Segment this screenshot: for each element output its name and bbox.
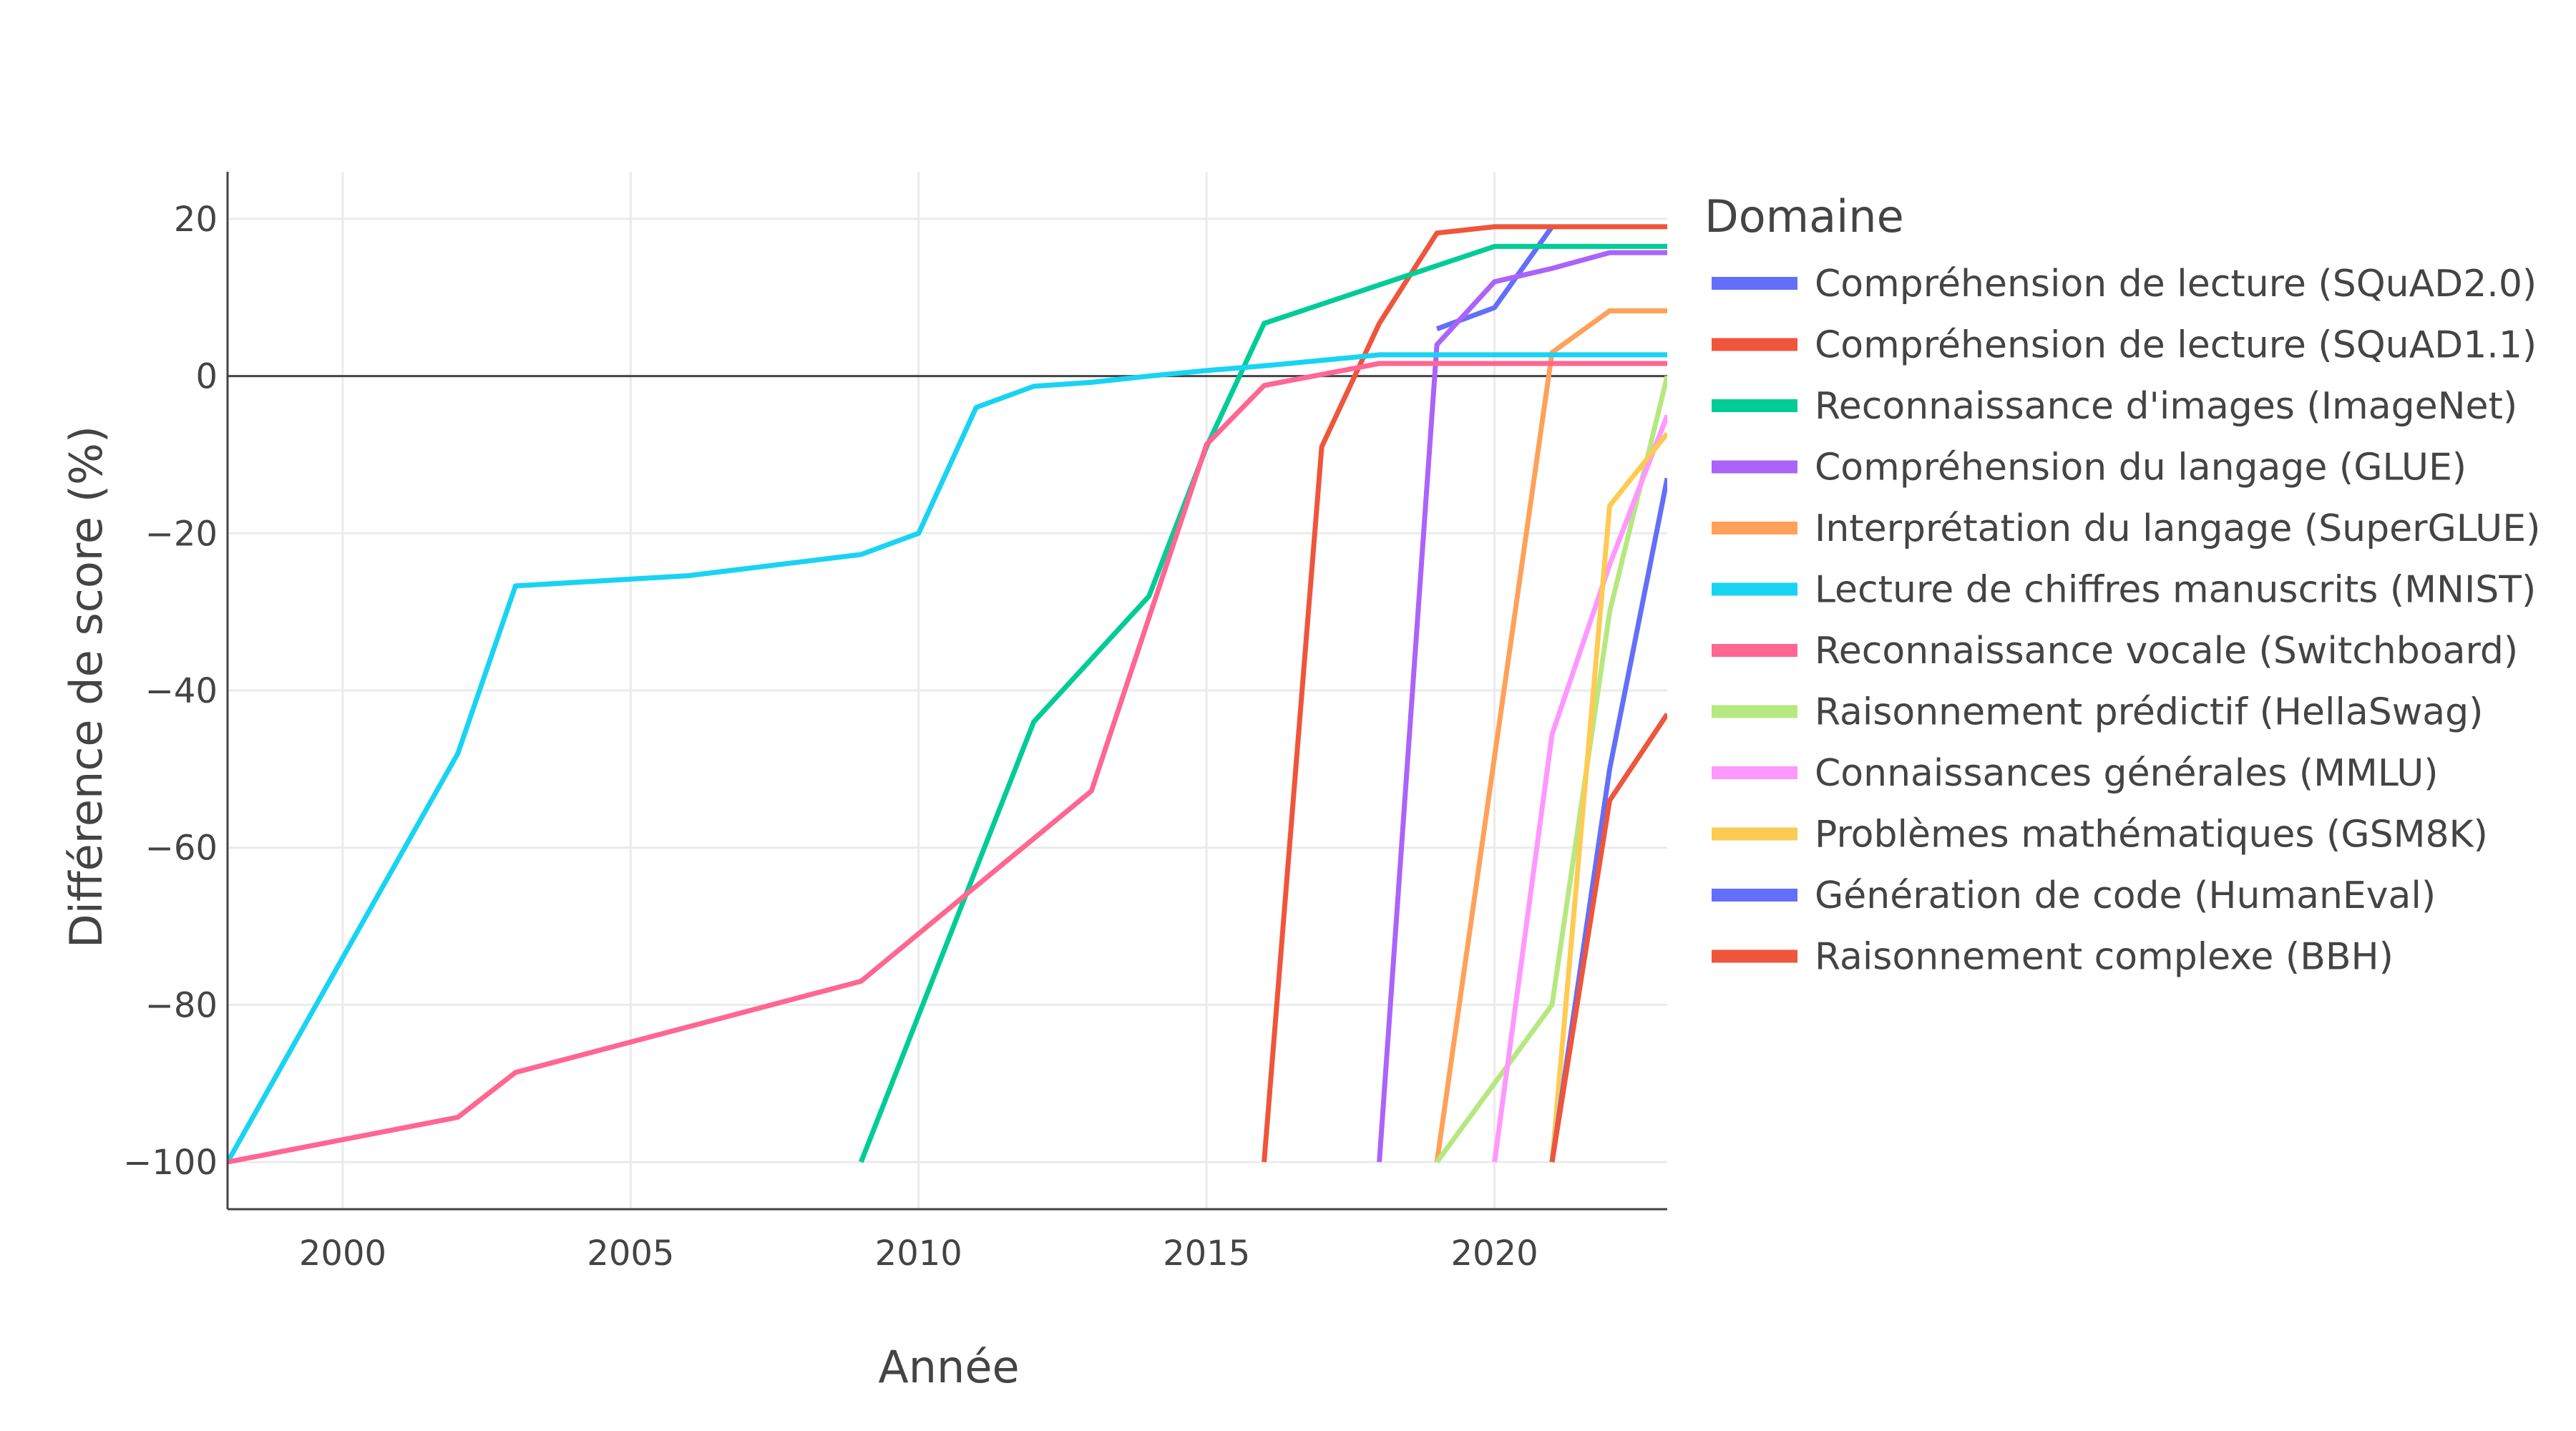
legend-label: Lecture de chiffres manuscrits (MNIST) bbox=[1815, 569, 2536, 612]
x-tick-label: 2020 bbox=[1450, 1234, 1538, 1274]
legend-label: Raisonnement complexe (BBH) bbox=[1815, 936, 2394, 979]
series-line bbox=[228, 361, 1667, 1165]
series-line bbox=[859, 243, 1667, 1163]
legend-label: Génération de code (HumanEval) bbox=[1815, 874, 2436, 917]
y-tick-label: −60 bbox=[145, 829, 218, 869]
series-layer bbox=[228, 224, 1667, 1165]
legend-label: Compréhension de lecture (SQuAD1.1) bbox=[1815, 324, 2537, 367]
x-axis-title: Année bbox=[878, 1341, 1019, 1393]
series-line bbox=[1434, 308, 1667, 1163]
y-tick-label: −20 bbox=[145, 514, 218, 554]
y-tick-label: 20 bbox=[174, 200, 218, 240]
legend-items: Compréhension de lecture (SQuAD2.0) Compr… bbox=[1712, 263, 2540, 979]
legend-label: Raisonnement prédictif (HellaSwag) bbox=[1815, 691, 2483, 734]
legend-label: Compréhension de lecture (SQuAD2.0) bbox=[1815, 263, 2537, 306]
legend-label: Reconnaissance d'images (ImageNet) bbox=[1815, 385, 2517, 428]
series-line bbox=[1549, 431, 1667, 1163]
legend-label: Interprétation du langage (SuperGLUE) bbox=[1815, 507, 2540, 550]
x-tick-label: 2000 bbox=[299, 1234, 386, 1274]
legend-label: Compréhension du langage (GLUE) bbox=[1815, 446, 2467, 489]
y-axis-title: Différence de score (%) bbox=[60, 426, 112, 948]
y-tick-label: −100 bbox=[123, 1143, 218, 1183]
series-line bbox=[1549, 713, 1667, 1163]
legend-label: Connaissances générales (MMLU) bbox=[1815, 752, 2439, 795]
x-tick-label: 2010 bbox=[875, 1234, 962, 1274]
legend-label: Reconnaissance vocale (Switchboard) bbox=[1815, 630, 2518, 673]
x-tick-label: 2005 bbox=[587, 1234, 674, 1274]
y-axis-ticks: −100 −80 −60 −40 −20 0 20 bbox=[123, 200, 218, 1183]
y-tick-label: 0 bbox=[195, 357, 218, 397]
x-tick-label: 2015 bbox=[1163, 1234, 1250, 1274]
x-axis-ticks: 2000 2005 2010 2015 2020 bbox=[299, 1234, 1538, 1274]
legend: Domaine Compréhension de lecture (SQuAD2… bbox=[1704, 190, 2540, 979]
series-line bbox=[1262, 224, 1667, 1163]
y-tick-label: −80 bbox=[145, 985, 218, 1025]
legend-label: Problèmes mathématiques (GSM8K) bbox=[1815, 814, 2488, 856]
series-line bbox=[1492, 414, 1667, 1163]
series-line bbox=[228, 352, 1667, 1163]
y-tick-label: −40 bbox=[145, 671, 218, 711]
legend-title: Domaine bbox=[1704, 190, 1904, 243]
series-line bbox=[1377, 250, 1667, 1163]
